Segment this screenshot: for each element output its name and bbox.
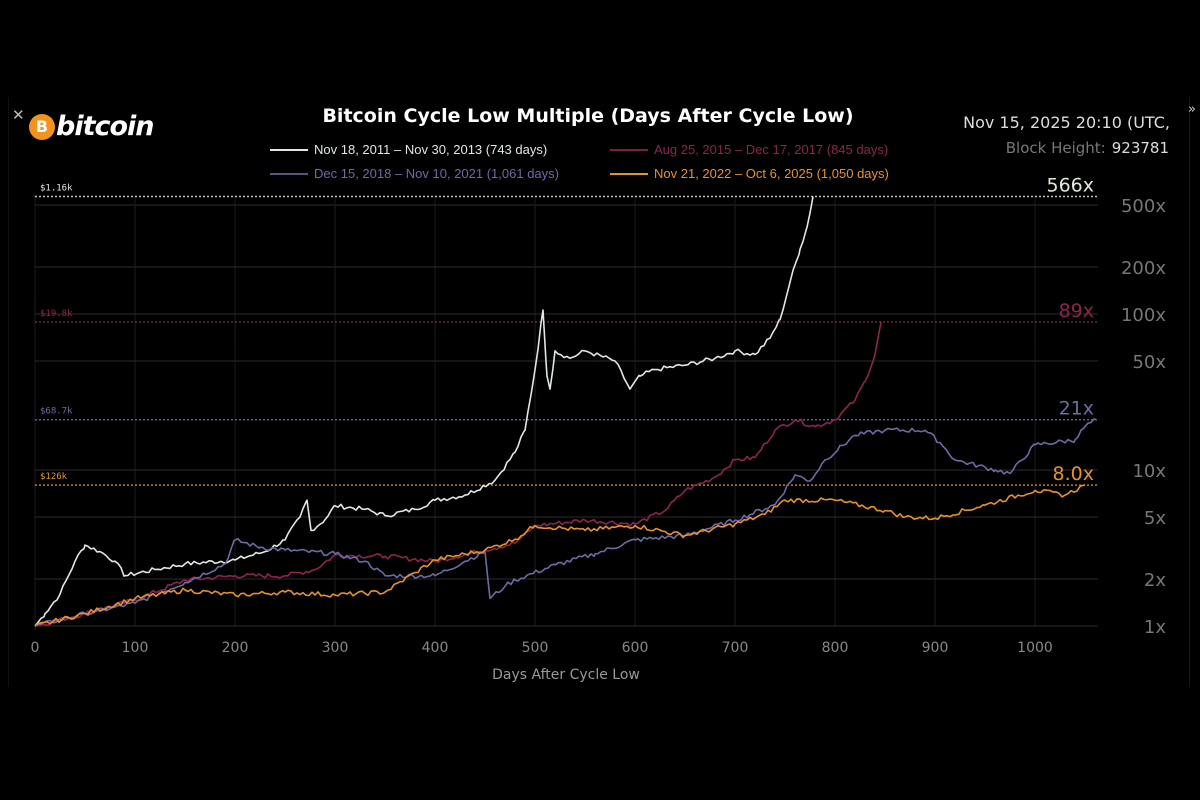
x-tick-label: 300 [322, 640, 349, 656]
y-tick-label: 500x [1121, 196, 1166, 217]
y-tick-label: 5x [1144, 508, 1166, 529]
legend-label: Dec 15, 2018 – Nov 10, 2021 (1,061 days) [314, 166, 559, 181]
x-tick-label: 1000 [1017, 640, 1053, 656]
price-label: $68.7k [40, 407, 73, 417]
legend-swatch [270, 148, 308, 151]
chart-frame [8, 97, 1190, 687]
y-tick-label: 200x [1121, 258, 1166, 279]
x-tick-label: 0 [31, 640, 40, 656]
chart-title: Bitcoin Cycle Low Multiple (Days After C… [322, 105, 854, 127]
price-label: $1.16k [40, 184, 73, 194]
timestamp: Nov 15, 2025 20:10 (UTC, [963, 113, 1170, 132]
x-tick-label: 900 [922, 640, 949, 656]
expand-icon[interactable]: » [1188, 102, 1196, 117]
y-tick-label: 10x [1132, 461, 1166, 482]
legend-label: Nov 18, 2011 – Nov 30, 2013 (743 days) [314, 142, 548, 157]
legend-item-2018[interactable]: Dec 15, 2018 – Nov 10, 2021 (1,061 days) [270, 166, 559, 181]
x-tick-label: 200 [222, 640, 249, 656]
x-tick-label: 100 [122, 640, 149, 656]
legend-swatch [610, 172, 648, 175]
x-tick-label: 800 [822, 640, 849, 656]
series-line-1 [34, 321, 882, 627]
x-tick-label: 600 [622, 640, 649, 656]
legend-swatch [610, 148, 648, 151]
x-tick-label: 700 [722, 640, 749, 656]
block-height: Block Height: 923781 [1006, 139, 1169, 157]
close-icon[interactable]: ✕ [12, 106, 25, 124]
legend-label: Nov 21, 2022 – Oct 6, 2025 (1,050 days) [654, 166, 889, 181]
legend-label: Aug 25, 2015 – Dec 17, 2017 (845 days) [654, 142, 889, 157]
series-line-0 [34, 196, 814, 627]
x-tick-label: 400 [422, 640, 449, 656]
legend-item-2022[interactable]: Nov 21, 2022 – Oct 6, 2025 (1,050 days) [610, 166, 889, 181]
logo-text: bitcoin [56, 111, 155, 142]
end-multiple-label: 8.0x [1053, 463, 1094, 485]
y-tick-label: 2x [1144, 570, 1166, 591]
x-tick-label: 500 [522, 640, 549, 656]
block-height-label: Block Height: [1005, 139, 1106, 157]
price-label: $19.8k [40, 309, 73, 319]
y-tick-label: 50x [1132, 352, 1166, 373]
end-multiple-label: 89x [1059, 300, 1094, 322]
series-line-2 [34, 418, 1097, 627]
y-tick-label: 1x [1144, 617, 1166, 638]
legend-item-2015[interactable]: Aug 25, 2015 – Dec 17, 2017 (845 days) [610, 142, 888, 157]
legend-swatch [270, 172, 308, 175]
bitcoin-coin-icon: B [29, 113, 55, 140]
legend-item-2011[interactable]: Nov 18, 2011 – Nov 30, 2013 (743 days) [270, 142, 547, 157]
price-label: $126k [40, 472, 68, 482]
y-tick-label: 100x [1121, 305, 1166, 326]
end-multiple-label: 566x [1046, 175, 1094, 197]
block-height-value: 923781 [1111, 139, 1169, 157]
end-multiple-label: 21x [1059, 398, 1094, 420]
series-line-3 [34, 484, 1086, 627]
bitcoin-logo: B bitcoin [29, 111, 155, 142]
x-axis-label: Days After Cycle Low [492, 667, 640, 683]
